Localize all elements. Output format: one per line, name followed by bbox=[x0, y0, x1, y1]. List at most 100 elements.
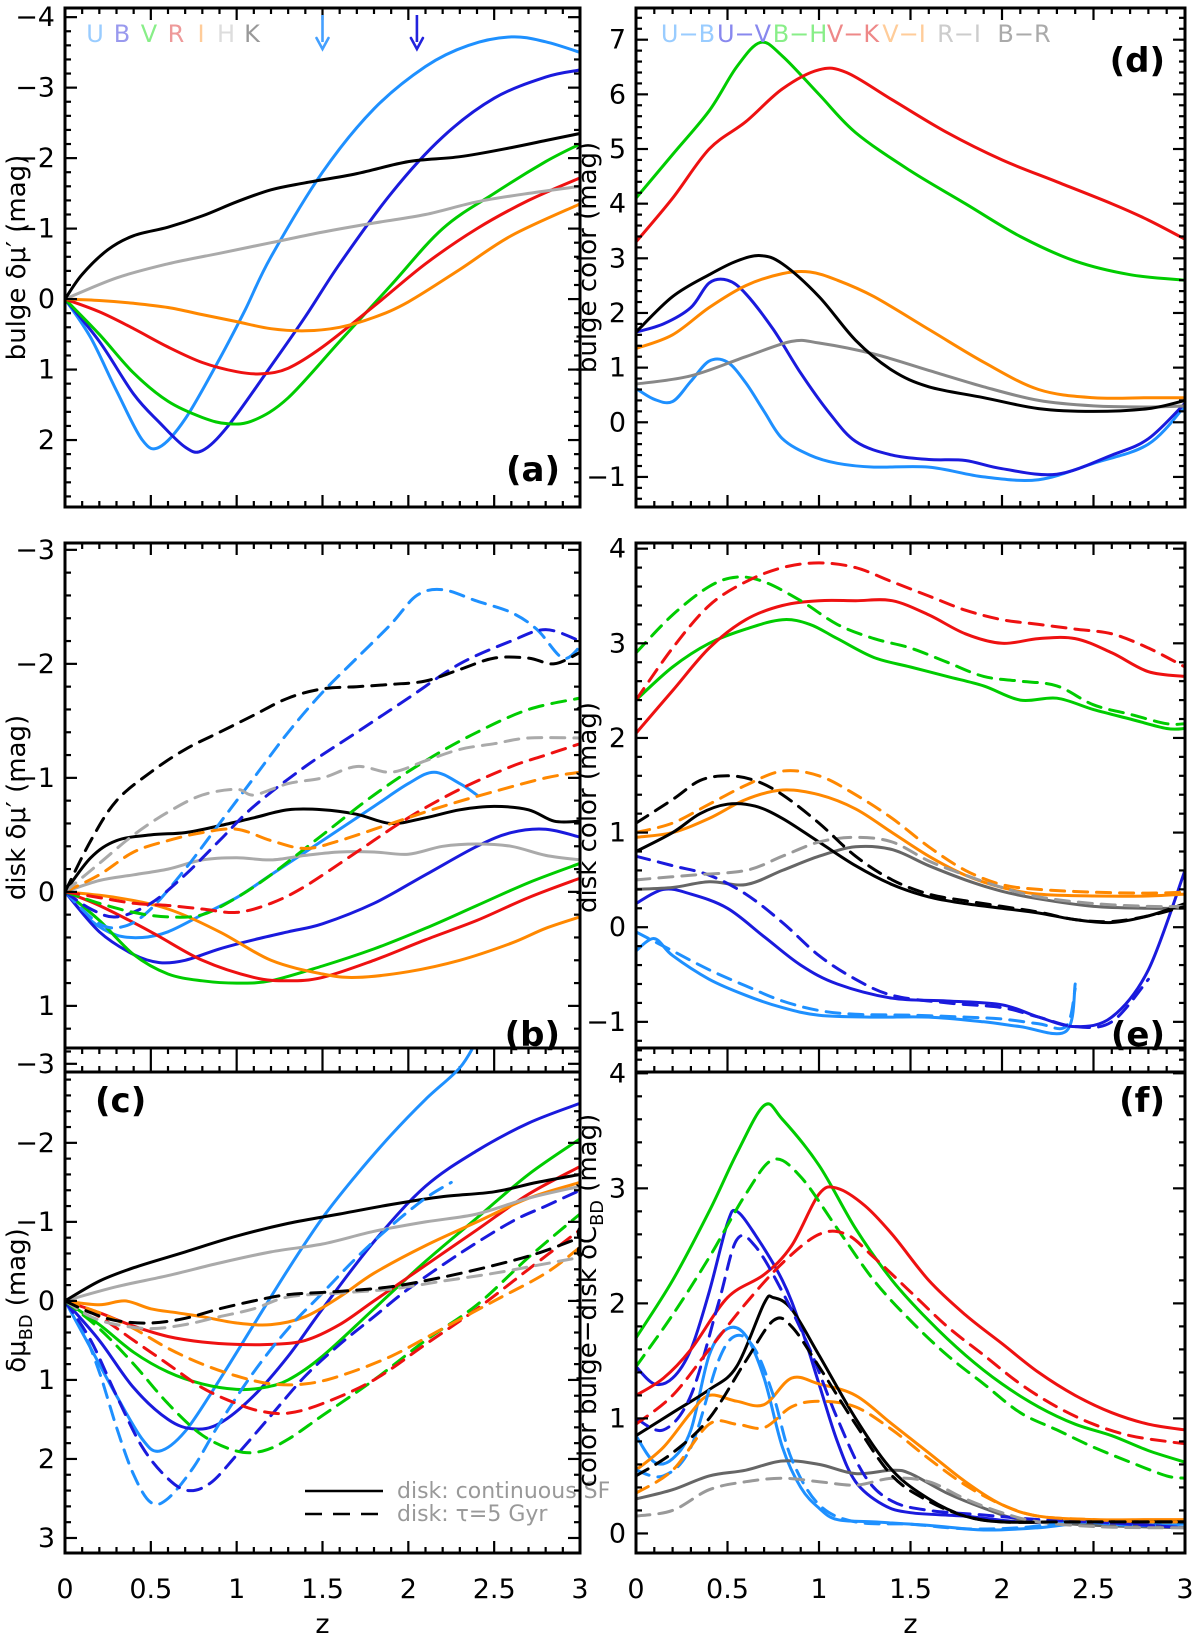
curve-a-U-solid bbox=[66, 35, 579, 451]
curve-e-V−I-τ5-dashed bbox=[637, 769, 1184, 895]
y-tick-label: 2 bbox=[38, 425, 55, 456]
curve-f-R−I-τ5-dashed bbox=[637, 1476, 1184, 1530]
curve-e-U−V-solid bbox=[637, 869, 1184, 1029]
curve-f-V−K-solid bbox=[637, 1185, 1184, 1432]
y-tick-label: −1 bbox=[15, 763, 55, 794]
curve-b-H-τ5-dashed bbox=[66, 736, 579, 893]
curve-b-R-τ5-dashed bbox=[66, 742, 579, 915]
x-axis-title: z bbox=[315, 1609, 329, 1635]
y-tick-label: −1 bbox=[15, 1207, 55, 1238]
y-tick-label: 6 bbox=[609, 79, 626, 110]
panel-letter-a: (a) bbox=[506, 450, 560, 490]
y-tick-label: 7 bbox=[609, 25, 626, 56]
curve-a-I-solid bbox=[66, 202, 579, 333]
x-tick-label: 2.5 bbox=[1072, 1574, 1115, 1605]
curve-b-I-τ5-dashed bbox=[66, 770, 579, 894]
x-tick-label: 0.5 bbox=[706, 1574, 749, 1605]
curve-f-B−R-τ5-dashed bbox=[637, 1316, 1184, 1524]
curves-e bbox=[637, 561, 1184, 1036]
y-tick-label: 4 bbox=[609, 189, 626, 220]
curve-d-R−I-solid bbox=[637, 338, 1184, 409]
curve-f-V−K-τ5-dashed bbox=[637, 1229, 1184, 1446]
ticks-d bbox=[634, 8, 1187, 507]
y-tick-label: −3 bbox=[15, 73, 55, 104]
x-tick-label: 1 bbox=[810, 1574, 827, 1605]
y-tick-label: 2 bbox=[609, 298, 626, 329]
curve-b-V-τ5-dashed bbox=[66, 696, 579, 919]
band-label-R−I: R−I bbox=[937, 20, 981, 48]
y-axis-title-segment: BD bbox=[588, 1200, 608, 1226]
x-tick-label: 3 bbox=[571, 1574, 588, 1605]
curve-f-U−B-solid bbox=[637, 1325, 1184, 1532]
y-tick-label: 1 bbox=[609, 353, 626, 384]
y-tick-label: 2 bbox=[609, 1288, 626, 1319]
y-axis-title-segment: bulge color (mag) bbox=[573, 142, 603, 373]
band-label-U: U bbox=[86, 20, 104, 48]
ticks-e bbox=[634, 543, 1187, 1072]
y-axis-title-segment: bulge δμ′ (mag) bbox=[2, 155, 32, 361]
dropout-arrow-icon bbox=[315, 15, 330, 52]
y-tick-label: 2 bbox=[38, 1444, 55, 1475]
ticks-f bbox=[634, 1048, 1187, 1553]
y-tick-label: 0 bbox=[609, 407, 626, 438]
y-tick-label: 1 bbox=[609, 818, 626, 849]
y-tick-label: −3 bbox=[15, 535, 55, 566]
curve-d-U−B-solid bbox=[637, 357, 1184, 482]
curve-b-B-τ5-dashed bbox=[66, 628, 579, 919]
curve-e-V−K-solid bbox=[637, 598, 1184, 735]
curve-c-V-τ5-dashed bbox=[66, 1212, 579, 1455]
curve-d-B−R-solid bbox=[637, 254, 1184, 413]
curves-a bbox=[66, 35, 579, 454]
curve-f-B−H-solid bbox=[637, 1102, 1184, 1464]
curve-e-R−I-τ5-dashed bbox=[637, 835, 1184, 909]
curve-b-K-τ5-dashed bbox=[66, 651, 579, 893]
curve-d-B−H-solid bbox=[637, 40, 1184, 282]
y-axis-title: δμBD (mag) bbox=[2, 1228, 37, 1373]
y-tick-label: 1 bbox=[38, 991, 55, 1022]
curve-e-B−H-τ5-dashed bbox=[637, 575, 1184, 726]
curve-e-B−R-τ5-dashed bbox=[637, 774, 1184, 924]
y-tick-label: 3 bbox=[609, 628, 626, 659]
arrow-head bbox=[315, 36, 330, 52]
curve-b-B-solid bbox=[66, 827, 579, 965]
curve-b-U-τ5-dashed bbox=[66, 587, 579, 930]
y-axis-title: bulge color (mag) bbox=[573, 142, 603, 373]
band-label-U−V: U−V bbox=[717, 20, 772, 48]
curve-c-B-solid bbox=[66, 1102, 579, 1431]
curve-e-U−V-τ5-dashed bbox=[637, 854, 1150, 1030]
y-axis-title-segment: disk color (mag) bbox=[573, 702, 603, 913]
x-axis-title: z bbox=[903, 1609, 917, 1635]
curve-e-B−R-solid bbox=[637, 802, 1184, 925]
curve-e-B−H-solid bbox=[637, 618, 1184, 731]
curve-b-I-solid bbox=[66, 890, 579, 979]
band-label-U−B: U−B bbox=[661, 20, 715, 48]
curve-b-H-solid bbox=[66, 842, 579, 894]
curve-c-V-solid bbox=[66, 1137, 579, 1392]
ticks-b bbox=[63, 543, 582, 1072]
curve-f-U−V-τ5-dashed bbox=[637, 1233, 1184, 1530]
y-tick-label: 0 bbox=[38, 284, 55, 315]
y-tick-label: −1 bbox=[15, 214, 55, 245]
curve-a-R-solid bbox=[66, 176, 579, 376]
curve-b-K-solid bbox=[66, 804, 579, 893]
y-axis-title-segment: BD bbox=[17, 1315, 37, 1341]
y-tick-label: −4 bbox=[15, 2, 55, 33]
x-tick-label: 2 bbox=[400, 1574, 417, 1605]
x-tick-label: 0 bbox=[627, 1574, 644, 1605]
y-axis-title-segment: color bulge−disk δC bbox=[573, 1226, 603, 1487]
y-tick-label: 0 bbox=[609, 912, 626, 943]
panel-f: 0 1 2 3 4 0 0.5 1 1.5 2 2.5 3 z color bulge−disk δCBD… bbox=[573, 1046, 1194, 1635]
curve-c-U-τ5-dashed bbox=[66, 1180, 453, 1506]
curve-c-I-solid bbox=[66, 1181, 579, 1327]
curve-f-U−B-τ5-dashed bbox=[637, 1333, 1184, 1531]
y-tick-label: 2 bbox=[609, 723, 626, 754]
y-tick-label: 3 bbox=[609, 243, 626, 274]
y-axis-title: color bulge−disk δCBD (mag) bbox=[573, 1114, 608, 1488]
band-label-B−R: B−R bbox=[997, 20, 1050, 48]
curve-a-H-solid bbox=[66, 184, 579, 301]
panel-letter-d: (d) bbox=[1110, 41, 1165, 81]
